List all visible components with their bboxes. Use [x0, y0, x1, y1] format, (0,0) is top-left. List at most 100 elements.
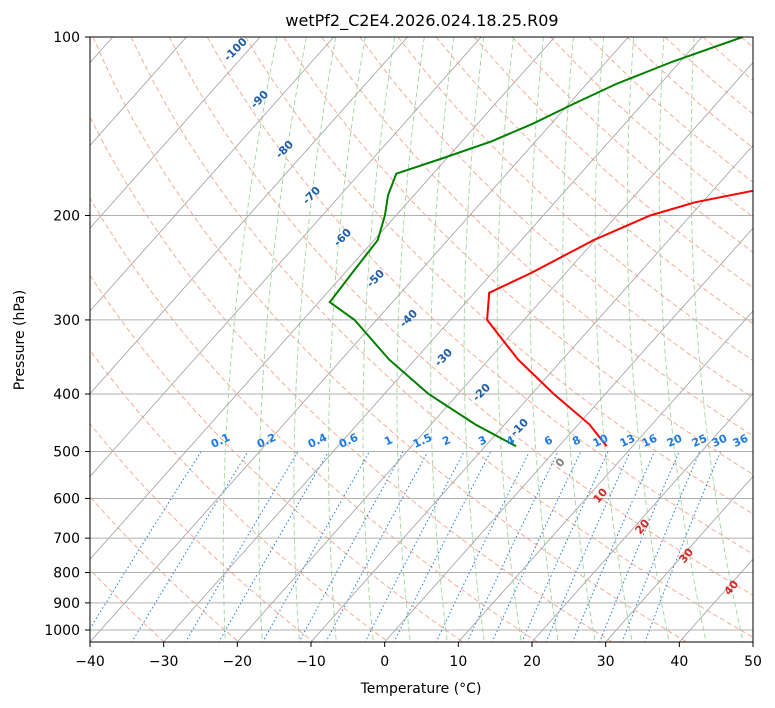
isotherm-line — [531, 393, 753, 642]
moist-adiabat-line — [222, 37, 278, 642]
mixing-ratio-label: 6 — [542, 433, 555, 448]
mixing-ratio-line — [90, 451, 202, 630]
gridlines — [90, 37, 753, 642]
mixing-ratio-line — [364, 451, 465, 642]
moist-adiabat-label: 30 — [676, 545, 696, 565]
background-lines — [90, 37, 753, 642]
x-tick-label: 30 — [597, 654, 615, 670]
y-tick-label: 500 — [53, 444, 80, 460]
y-tick-label: 900 — [53, 596, 80, 612]
mixing-ratio-line — [131, 451, 249, 642]
y-axis-label: Pressure (hPa) — [12, 290, 28, 390]
plot-frame — [89, 36, 754, 643]
x-tick-label: 50 — [744, 654, 762, 670]
mixing-ratio-line — [521, 451, 609, 642]
mixing-ratio-line — [325, 451, 429, 642]
y-axis: 100 200 300 400 500 600 700 800 900 1000 — [44, 30, 90, 639]
dewpoint-profile — [328, 37, 743, 448]
isotherm-label: -30 — [432, 346, 455, 369]
mixing-ratio-label: 3 — [476, 433, 488, 448]
isotherm-line — [236, 61, 753, 642]
moist-adiabat-line — [658, 37, 707, 642]
mixing-ratio-label: 0.6 — [337, 431, 360, 451]
dry-adiabat-line — [245, 37, 753, 515]
isotherm-line — [310, 144, 753, 642]
x-tick-label: −40 — [75, 654, 105, 670]
mixing-ratio-line — [298, 451, 404, 642]
dry-adiabat-line — [92, 37, 688, 642]
y-tick-label: 200 — [53, 209, 80, 225]
mixing-ratio-line — [572, 451, 655, 642]
mixing-ratio-line — [218, 451, 330, 642]
moist-adiabat-line — [690, 37, 744, 642]
moist-adiabat-line — [430, 37, 455, 642]
isotherm-line — [90, 37, 187, 147]
moist-adiabat-line — [396, 37, 425, 642]
isotherm-line — [90, 37, 261, 229]
moist-adiabat-line — [594, 37, 633, 642]
mixing-ratio-label: 25 — [690, 432, 709, 450]
dry-adiabat-line — [90, 197, 539, 642]
dry-adiabat-line — [740, 37, 753, 48]
isotherm-label: -60 — [331, 226, 354, 249]
dry-adiabat-line — [90, 423, 315, 642]
dry-adiabat-line — [90, 274, 464, 642]
mixing-ratio-line — [435, 451, 530, 642]
isotherm-line — [90, 37, 482, 478]
mixing-ratio-label: 36 — [731, 432, 751, 450]
isotherm-label: -70 — [300, 184, 323, 207]
isotherm-line — [605, 475, 753, 642]
y-tick-label: 400 — [53, 387, 80, 403]
profile-lines — [328, 37, 753, 448]
dry-adiabat-line — [397, 37, 753, 362]
dry-adiabat-line — [359, 37, 753, 399]
moist-adiabat-label: 40 — [721, 577, 741, 597]
moist-adiabat-line — [529, 37, 559, 642]
mixing-ratio-label: 20 — [665, 432, 685, 450]
mixing-ratio-label: 0.1 — [209, 431, 232, 451]
y-tick-label: 100 — [53, 30, 80, 46]
dry-adiabat-line — [473, 37, 753, 289]
x-axis-label: Temperature (°C) — [360, 681, 482, 697]
mixing-ratio-label: 0.2 — [255, 431, 278, 451]
mixing-ratio-line — [545, 451, 631, 642]
isotherm-label: -20 — [470, 381, 493, 404]
mixing-ratio-label: 2 — [440, 433, 452, 448]
x-tick-label: 10 — [449, 654, 467, 670]
dry-adiabat-line — [90, 495, 240, 642]
mixing-ratio-label: 1 — [382, 433, 394, 448]
y-tick-label: 700 — [53, 531, 80, 547]
moist-adiabat-line — [562, 37, 596, 642]
mixing-ratio-line — [644, 451, 721, 642]
moist-adiabat-line — [626, 37, 670, 642]
moist-adiabat-label: 0 — [553, 455, 568, 469]
isotherm-line — [90, 37, 335, 312]
dry-adiabat-line — [283, 37, 753, 476]
dry-adiabat-line — [90, 116, 613, 642]
dry-adiabat-line — [550, 37, 753, 218]
dry-adiabat-line — [168, 37, 753, 596]
mixing-ratio-label: 1.5 — [411, 431, 434, 451]
dry-adiabat-line — [90, 568, 165, 642]
dry-adiabat-line — [702, 37, 753, 82]
moist-adiabat-line — [496, 37, 522, 642]
x-tick-label: −30 — [149, 654, 179, 670]
x-axis: −40 −30 −20 −10 0 10 20 30 40 50 — [75, 642, 762, 670]
y-tick-label: 600 — [53, 491, 80, 507]
mixing-ratio-label: 13 — [618, 432, 637, 450]
mixing-ratio-label: 10 — [591, 432, 611, 450]
moist-adiabat-label: 10 — [590, 485, 610, 505]
mixing-ratio-line — [621, 451, 701, 642]
moist-adiabat-line — [463, 37, 485, 642]
mixing-ratio-label: 30 — [710, 432, 730, 450]
isotherm-line — [163, 37, 703, 642]
isotherm-label: -90 — [248, 88, 271, 111]
dry-adiabat-line — [130, 37, 753, 638]
isotherm-label: -80 — [273, 138, 296, 161]
isotherm-line — [90, 37, 408, 395]
mixing-ratio-line — [262, 451, 370, 642]
isotherm-label: -100 — [221, 35, 250, 64]
y-tick-label: 300 — [53, 313, 80, 329]
mixing-ratio-line — [599, 451, 680, 642]
